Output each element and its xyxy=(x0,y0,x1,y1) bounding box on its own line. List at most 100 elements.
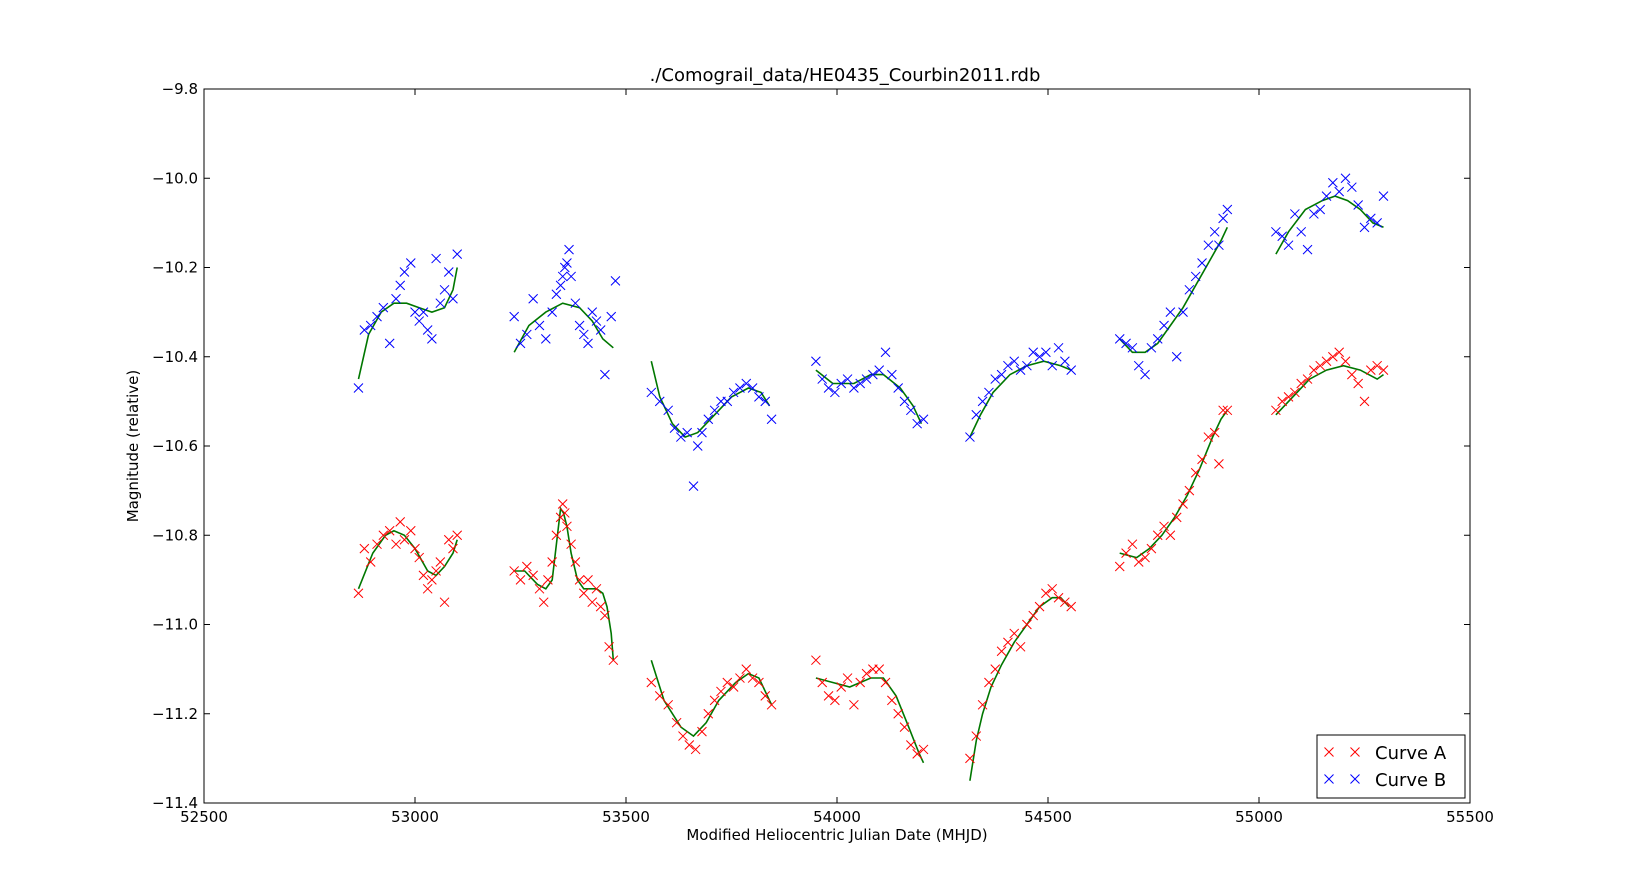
curve-a-point xyxy=(600,610,610,621)
curve-b-point xyxy=(1203,240,1214,251)
legend-marker xyxy=(1350,747,1360,757)
curve-a-point xyxy=(418,570,429,581)
curve-b-point xyxy=(1127,342,1138,353)
curve-b-point xyxy=(971,409,982,420)
curve-b-point xyxy=(547,307,558,317)
curve-b-point xyxy=(1277,231,1288,242)
curve-a-point xyxy=(534,583,545,594)
curve-b-point xyxy=(509,311,520,322)
curve-a-point xyxy=(378,530,389,541)
curve-a-point xyxy=(1214,458,1224,469)
curve-b-point xyxy=(899,396,910,407)
curve-a-point xyxy=(1133,557,1144,567)
curve-a-point xyxy=(722,677,733,688)
curve-b-point xyxy=(1178,307,1188,317)
curve-b-point xyxy=(431,253,441,264)
x-tick-label: 54500 xyxy=(1024,808,1072,826)
curve-b-point xyxy=(1365,213,1376,224)
curve-a-point xyxy=(1165,530,1176,541)
curve-b-point xyxy=(578,329,589,340)
curve-a-point xyxy=(583,575,593,585)
curve-b-point xyxy=(1047,360,1058,371)
curve-a-point xyxy=(509,566,520,576)
curve-a-point xyxy=(912,749,923,759)
curve-a-point xyxy=(1283,392,1294,402)
curve-b-point xyxy=(534,320,545,331)
curve-a-point xyxy=(365,557,376,567)
curve-b-point xyxy=(574,320,585,331)
curve-a-point xyxy=(443,534,454,545)
legend-label: Curve A xyxy=(1375,743,1447,764)
curve-a-point xyxy=(399,534,410,545)
curve-b-point xyxy=(1146,342,1157,353)
curve-a-point xyxy=(604,641,614,652)
curve-b-point xyxy=(1060,356,1070,367)
curve-a-point xyxy=(414,552,425,563)
curve-b-point xyxy=(709,405,720,416)
curve-b-point xyxy=(435,298,446,309)
curve-a-point xyxy=(965,753,975,764)
curve-b-point xyxy=(422,325,433,335)
curve-b-point xyxy=(861,374,872,384)
curve-a-point xyxy=(836,682,847,692)
curve-b-point xyxy=(1133,360,1144,371)
curve-b-point xyxy=(405,258,416,268)
curve-a-point xyxy=(595,601,606,612)
curve-b-point xyxy=(1321,191,1332,201)
curve-a-point xyxy=(551,530,562,541)
curve-a-point xyxy=(391,539,401,550)
curve-a-point xyxy=(528,570,539,581)
y-tick-label: −10.0 xyxy=(152,169,198,187)
curve-b-point xyxy=(1372,218,1383,228)
curve-a-point xyxy=(646,677,657,688)
curve-b-point xyxy=(682,427,693,438)
x-tick-label: 54000 xyxy=(813,808,861,826)
curve-b-point xyxy=(741,378,752,389)
curve-a-point xyxy=(697,726,707,737)
legend-marker xyxy=(1350,774,1360,784)
curve-a-point xyxy=(1015,641,1026,652)
y-tick-label: −10.4 xyxy=(152,348,198,366)
curve-a-point xyxy=(1222,405,1233,416)
curve-b-point xyxy=(965,432,975,442)
curve-a-point xyxy=(1277,396,1288,407)
curve-b-point xyxy=(595,325,606,335)
curve-a-point xyxy=(1178,499,1188,509)
curve-a-point xyxy=(1041,588,1051,599)
curve-a-point xyxy=(422,583,433,594)
curve-b-point xyxy=(1214,240,1224,251)
curve-b-point xyxy=(887,369,897,380)
curve-a-point xyxy=(905,740,916,750)
curve-b-point xyxy=(1114,334,1125,344)
curve-a-point xyxy=(741,664,752,674)
curve-b-point xyxy=(842,374,853,384)
curve-a-point xyxy=(1003,637,1013,648)
curve-b-point xyxy=(555,280,566,291)
curve-b-point xyxy=(912,418,923,429)
curve-b-point xyxy=(427,334,437,344)
curve-a-point xyxy=(1372,360,1383,371)
curve-a-point xyxy=(410,543,420,554)
curve-a-point xyxy=(996,646,1007,657)
data-points xyxy=(353,173,1389,764)
curve-b-point xyxy=(540,334,551,344)
curve-a-point xyxy=(1346,369,1357,380)
curve-a-point xyxy=(384,525,395,536)
curve-a-point xyxy=(1047,583,1058,594)
curve-a-point xyxy=(359,543,370,554)
curve-b-point xyxy=(1378,191,1389,201)
curve-a-point xyxy=(1321,356,1332,367)
curve-a-point xyxy=(855,677,866,688)
curve-a-point xyxy=(1334,347,1345,358)
legend-marker xyxy=(1324,774,1334,784)
curve-b-point xyxy=(747,383,758,393)
curve-a-point xyxy=(1184,485,1195,496)
legend: Curve A Curve B xyxy=(1316,734,1466,799)
curve-b-point xyxy=(855,378,866,389)
curve-b-point xyxy=(1222,204,1233,215)
curve-b-point xyxy=(557,271,568,282)
curve-b-point xyxy=(1171,351,1182,362)
curve-b-point xyxy=(353,383,364,393)
curve-b-point xyxy=(984,387,994,398)
legend-entries: Curve A Curve B xyxy=(1324,743,1447,791)
